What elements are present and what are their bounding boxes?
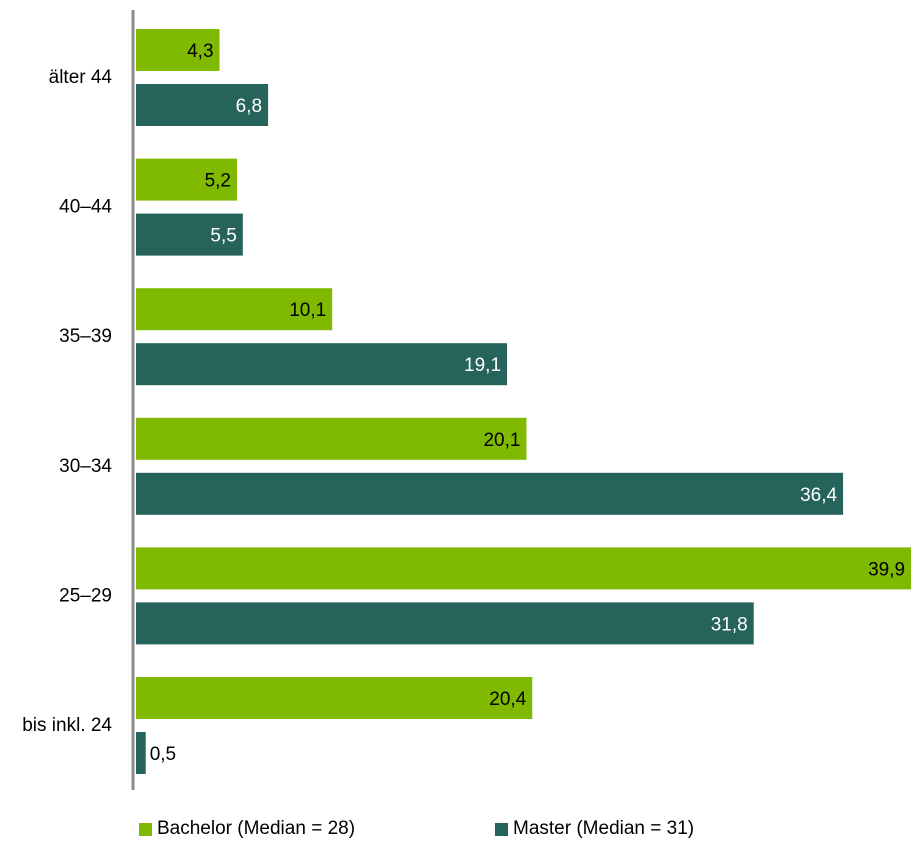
- bar-master: [136, 84, 269, 126]
- bar-master: [136, 343, 508, 386]
- data-label: 6,8: [236, 96, 262, 117]
- legend-item-bachelor: Bachelor (Median = 28): [139, 818, 355, 840]
- data-label: 4,3: [187, 41, 213, 62]
- legend-label-bachelor: Bachelor (Median = 28): [157, 818, 356, 839]
- data-label: 36,4: [800, 485, 837, 506]
- bar-bachelor: [136, 288, 333, 331]
- bars-group: älter 44 4,3 6,8 40–44 5,2 5,5 35–39 10,1 19,1 30…: [22, 29, 912, 774]
- category-label: 40–44: [59, 197, 112, 218]
- data-label: 31,8: [711, 614, 748, 635]
- data-label: 5,5: [210, 226, 236, 247]
- legend-swatch-bachelor: [139, 822, 152, 836]
- bar-bachelor: [136, 677, 533, 719]
- category-label: 25–29: [59, 585, 112, 606]
- bar-bachelor: [136, 29, 220, 71]
- category-label: bis inkl. 24: [22, 715, 112, 736]
- data-label: 20,4: [489, 689, 526, 710]
- bar-master: [136, 213, 243, 256]
- category-label: älter 44: [49, 67, 113, 88]
- bar-bachelor: [136, 158, 238, 201]
- data-label: 19,1: [464, 355, 501, 376]
- category-label: 35–39: [59, 326, 112, 347]
- data-label: 39,9: [868, 559, 905, 580]
- data-label: 5,2: [205, 171, 231, 192]
- bar-master: [136, 732, 146, 774]
- legend-swatch-master: [495, 822, 508, 836]
- data-label: 10,1: [289, 300, 326, 321]
- data-label: 0,5: [150, 744, 176, 765]
- category-label: 30–34: [59, 456, 112, 477]
- bar-master: [136, 472, 844, 515]
- legend-item-master: Master (Median = 31): [495, 818, 694, 840]
- bar-bachelor: [136, 417, 527, 460]
- legend-label-master: Master (Median = 31): [513, 818, 695, 839]
- data-label: 20,1: [483, 430, 520, 451]
- bar-bachelor: [136, 547, 912, 590]
- bar-master: [136, 602, 754, 645]
